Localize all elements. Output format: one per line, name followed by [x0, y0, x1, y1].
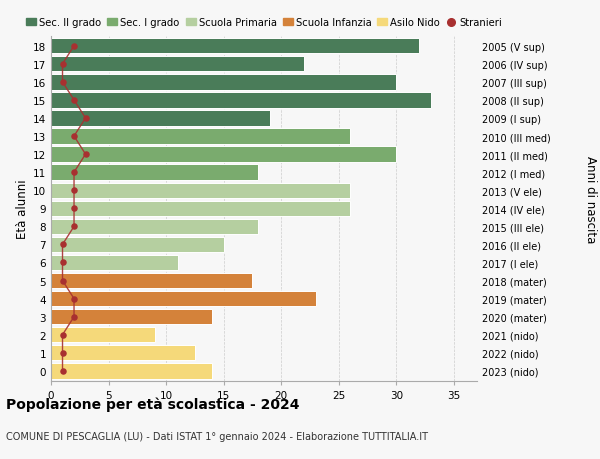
Bar: [51, 327, 155, 343]
Point: [69, 133, 79, 140]
Point: [69, 43, 79, 50]
Point: [69, 205, 79, 213]
Point: [69, 295, 79, 302]
Bar: [51, 255, 178, 270]
Point: [69, 169, 79, 176]
Point: [58, 241, 67, 249]
Point: [69, 223, 79, 230]
Point: [81, 151, 91, 158]
Point: [69, 97, 79, 104]
Point: [58, 331, 67, 339]
Bar: [51, 201, 350, 217]
Point: [69, 187, 79, 195]
Bar: [51, 111, 270, 126]
Bar: [51, 39, 419, 54]
Point: [81, 115, 91, 123]
Y-axis label: Età alunni: Età alunni: [16, 179, 29, 239]
Point: [58, 349, 67, 357]
Bar: [51, 237, 224, 252]
Bar: [51, 129, 350, 145]
Text: Popolazione per età scolastica - 2024: Popolazione per età scolastica - 2024: [6, 397, 299, 412]
Bar: [51, 75, 397, 90]
Point: [58, 367, 67, 375]
Bar: [51, 183, 350, 198]
Point: [69, 313, 79, 321]
Bar: [51, 165, 258, 180]
Text: Anni di nascita: Anni di nascita: [584, 156, 597, 243]
Point: [58, 79, 67, 86]
Bar: [51, 291, 316, 307]
Point: [58, 61, 67, 68]
Bar: [51, 219, 258, 235]
Point: [58, 277, 67, 285]
Bar: [51, 273, 253, 289]
Bar: [51, 57, 304, 73]
Bar: [51, 309, 212, 325]
Text: COMUNE DI PESCAGLIA (LU) - Dati ISTAT 1° gennaio 2024 - Elaborazione TUTTITALIA.: COMUNE DI PESCAGLIA (LU) - Dati ISTAT 1°…: [6, 431, 428, 442]
Bar: [51, 364, 212, 379]
Bar: [51, 345, 195, 361]
Point: [58, 259, 67, 267]
Bar: [51, 93, 431, 108]
Bar: [51, 147, 397, 162]
Legend: Sec. II grado, Sec. I grado, Scuola Primaria, Scuola Infanzia, Asilo Nido, Stran: Sec. II grado, Sec. I grado, Scuola Prim…: [26, 18, 502, 28]
